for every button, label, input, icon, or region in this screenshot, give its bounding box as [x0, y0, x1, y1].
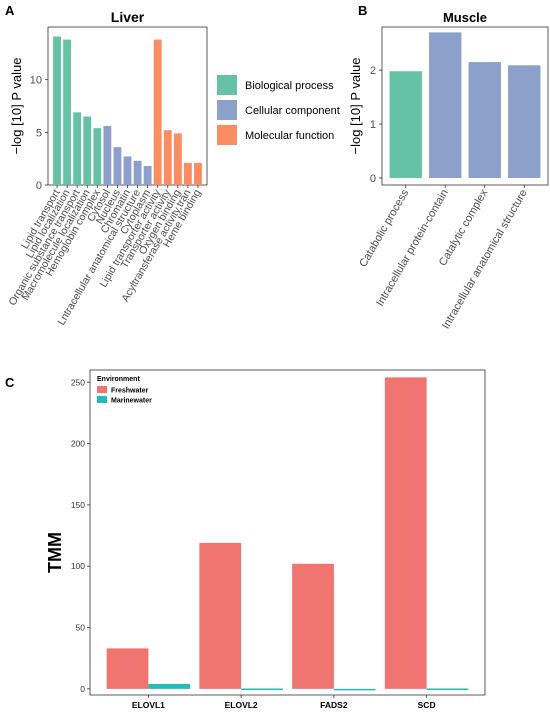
chart-title-liver: Liver — [111, 9, 145, 25]
panel-label-b: B — [358, 3, 367, 18]
panel-label-c: C — [5, 375, 15, 390]
x-tick-label-tmm: SCD — [418, 700, 436, 710]
panel-label-a: A — [5, 3, 15, 18]
bar-tmm-freshwater — [292, 563, 334, 689]
y-tick-label-tmm: 150 — [71, 500, 85, 510]
bar-liver — [73, 112, 82, 185]
bar-tmm-freshwater — [106, 648, 149, 689]
legend-label-tmm: Freshwater — [111, 388, 149, 395]
bar-liver — [163, 130, 172, 185]
y-axis-label-tmm: TMM — [45, 532, 65, 573]
y-tick-label-liver: 0 — [36, 180, 42, 192]
y-tick-label-muscle: 2 — [370, 65, 376, 77]
legend-label-liver: Molecular function — [245, 130, 334, 142]
bar-liver — [133, 160, 142, 185]
bar-liver — [53, 36, 61, 186]
legend-swatch-tmm — [97, 386, 107, 393]
bar-liver — [123, 156, 132, 185]
bar-liver — [113, 147, 122, 185]
y-tick-label-tmm: 100 — [71, 561, 85, 571]
bar-liver — [194, 162, 202, 185]
bar-muscle — [389, 71, 422, 178]
bar-tmm-marinewater — [333, 688, 376, 691]
bar-liver — [183, 162, 192, 185]
bar-tmm-freshwater — [199, 542, 242, 689]
y-axis-label-muscle: −log [10] P value — [348, 58, 363, 155]
y-tick-label-muscle: 1 — [370, 119, 376, 131]
y-tick-label-liver: 5 — [36, 127, 42, 139]
bar-tmm-marinewater — [426, 688, 469, 690]
legend-swatch-liver — [217, 75, 237, 95]
legend-label-tmm: Marinewater — [111, 398, 152, 405]
bar-liver — [83, 116, 92, 185]
bar-liver — [63, 39, 72, 185]
legend-label-liver: Biological process — [245, 80, 334, 92]
chart-title-muscle: Muscle — [443, 10, 487, 25]
bar-liver — [103, 126, 112, 185]
bar-tmm-marinewater — [148, 683, 191, 689]
legend-title-tmm: Environment — [97, 376, 140, 383]
x-tick-label-muscle: Intracellular protein-contain — [374, 188, 451, 309]
x-tick-label-tmm: ELOVL1 — [132, 700, 165, 710]
bar-tmm-freshwater — [384, 377, 427, 689]
bar-liver — [173, 133, 182, 185]
y-tick-label-tmm: 200 — [71, 439, 85, 449]
bar-tmm-marinewater — [241, 688, 283, 690]
y-tick-label-tmm: 50 — [76, 623, 86, 633]
bar-liver — [93, 128, 102, 185]
legend-label-liver: Cellular component — [245, 105, 340, 117]
x-tick-label-tmm: ELOVL2 — [225, 700, 258, 710]
legend-swatch-liver — [217, 100, 237, 120]
x-tick-label-muscle: Intracellular anatomical structure — [440, 188, 530, 332]
legend-swatch-tmm — [97, 396, 107, 403]
bar-muscle — [429, 32, 462, 179]
y-tick-label-tmm: 250 — [71, 377, 85, 387]
y-tick-label-tmm: 0 — [80, 684, 85, 694]
bar-muscle — [468, 62, 501, 178]
legend-swatch-liver — [217, 125, 237, 145]
bar-liver — [153, 39, 162, 185]
x-tick-label-tmm: FADS2 — [320, 700, 348, 710]
bar-muscle — [508, 65, 541, 178]
y-tick-label-liver: 10 — [30, 75, 42, 87]
bar-liver — [143, 166, 152, 185]
y-tick-label-muscle: 0 — [370, 173, 376, 185]
y-axis-label-liver: −log [10] P value — [9, 58, 24, 155]
